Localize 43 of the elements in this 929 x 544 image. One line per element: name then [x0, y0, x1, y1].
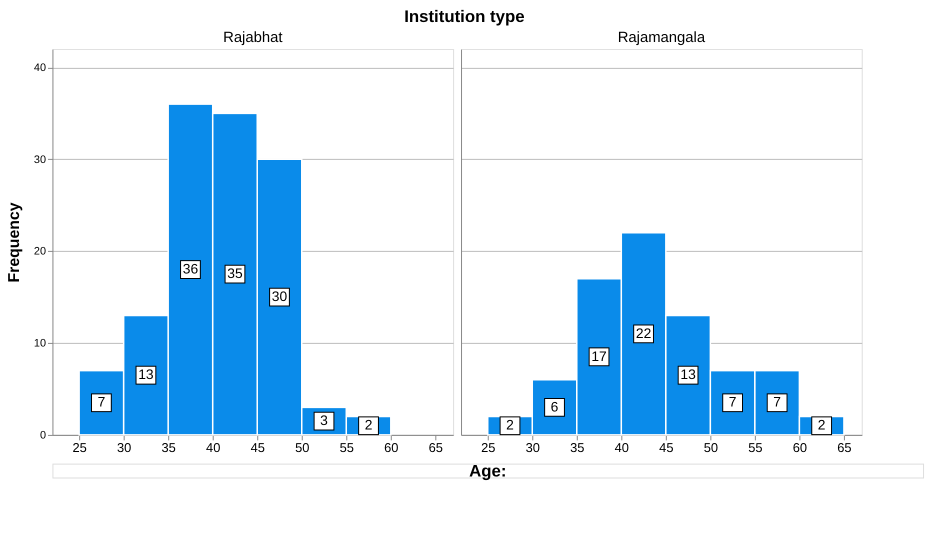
x-tick-label: 30: [117, 440, 132, 456]
x-tick-label: 25: [72, 440, 87, 456]
x-tick-label: 60: [384, 440, 398, 456]
data-label: 13: [680, 366, 696, 382]
data-label: 3: [320, 412, 328, 428]
chart-title: Rajamangala: [618, 30, 706, 46]
data-label: 7: [728, 394, 736, 410]
x-tick-label: 40: [206, 440, 220, 456]
data-label: 13: [138, 366, 154, 382]
data-label: 2: [818, 416, 826, 433]
x-tick-label: 40: [614, 440, 629, 456]
data-label: 36: [182, 260, 198, 277]
y-axis-title: Frequency: [6, 202, 24, 282]
data-label: 22: [636, 324, 652, 341]
x-tick-label: 35: [570, 440, 584, 456]
x-tick-label: 45: [659, 440, 674, 456]
text: Institution type: [404, 6, 525, 26]
x-tick-label: 35: [162, 440, 176, 456]
y-tick-label: 10: [34, 338, 46, 350]
y-tick-label: 20: [34, 246, 46, 258]
y-tick-label: 30: [34, 154, 46, 166]
data-label: 7: [98, 394, 106, 410]
x-tick-label: 65: [837, 440, 852, 456]
data-label: 2: [506, 416, 514, 433]
data-label: 17: [591, 348, 607, 364]
x-tick-label: 60: [792, 440, 808, 456]
data-label: 6: [550, 398, 559, 414]
data-label: 30: [272, 288, 288, 304]
x-tick-label: 30: [526, 440, 540, 456]
x-tick-label: 55: [748, 440, 763, 456]
x-axis-title: Age:: [469, 461, 506, 480]
x-tick-label: 45: [250, 440, 265, 456]
y-tick-label: 0: [40, 429, 46, 442]
x-tick-label: 25: [481, 440, 496, 456]
data-label: 2: [364, 416, 372, 433]
x-tick-label: 65: [428, 440, 443, 456]
chart-title: Rajabhat: [223, 30, 284, 46]
data-label: 35: [227, 265, 243, 282]
data-label: 7: [773, 394, 781, 410]
y-tick-label: 40: [34, 62, 46, 74]
x-tick-label: 55: [340, 440, 354, 456]
x-tick-label: 50: [704, 440, 718, 456]
x-tick-label: 50: [295, 440, 310, 456]
